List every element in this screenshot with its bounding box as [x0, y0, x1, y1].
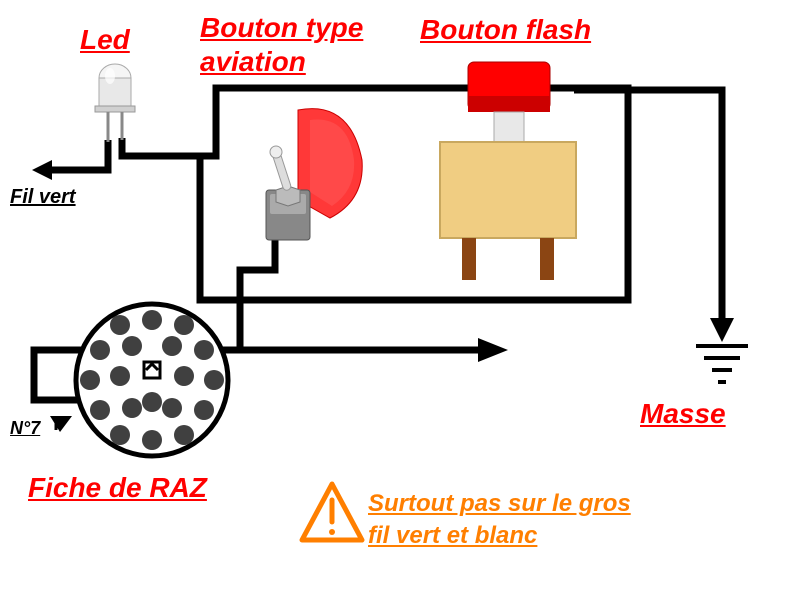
warning-icon — [302, 484, 362, 540]
flash-button — [440, 62, 576, 280]
ground-symbol — [696, 346, 748, 382]
aviation-switch — [266, 109, 362, 240]
diagram-svg — [0, 0, 800, 596]
connector — [76, 304, 228, 456]
led-component — [95, 64, 135, 142]
